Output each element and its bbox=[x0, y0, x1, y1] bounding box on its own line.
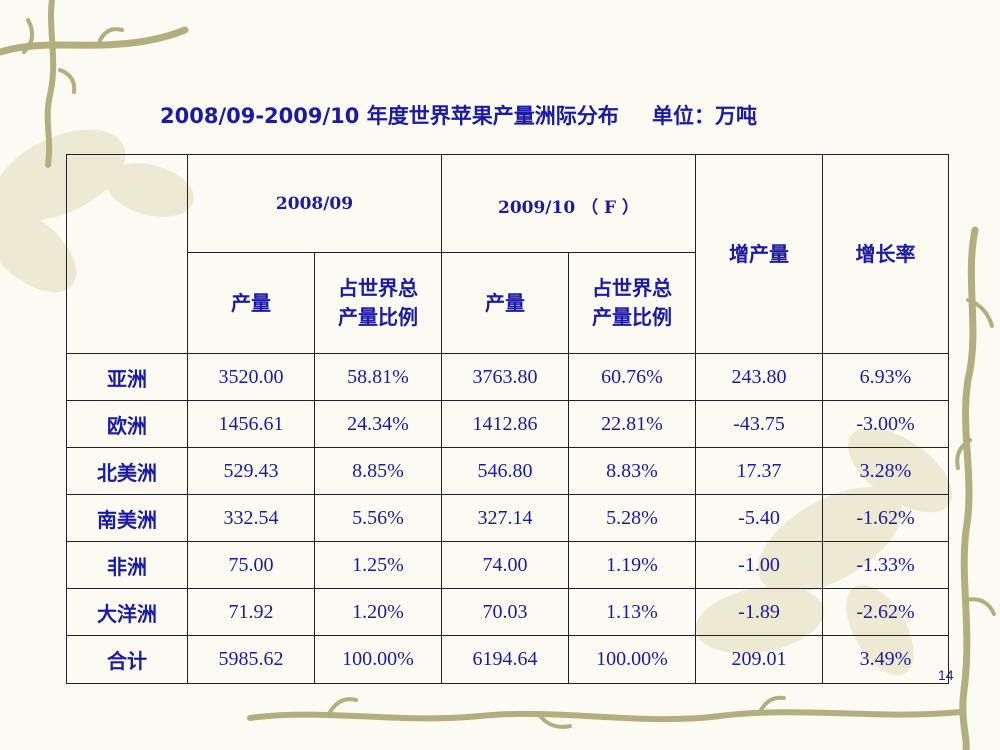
share-header-line2: 产量比例 bbox=[338, 305, 418, 329]
cell-p2-output: 327.14 bbox=[441, 494, 569, 542]
table-row: 非洲 75.00 1.25% 74.00 1.19% -1.00 -1.33% bbox=[66, 541, 949, 589]
header-share-2008-09: 占世界总 产量比例 bbox=[314, 252, 442, 354]
cell-growth: 6.93% bbox=[822, 353, 949, 401]
region-label: 北美洲 bbox=[66, 447, 188, 495]
cell-p1-share: 100.00% bbox=[314, 635, 442, 684]
slide-title: 2008/09-2009/10 年度世界苹果产量洲际分布 单位：万吨 bbox=[160, 100, 900, 130]
cell-p2-share: 5.28% bbox=[568, 494, 696, 542]
cell-p1-output: 529.43 bbox=[187, 447, 315, 495]
page-number: 14 bbox=[938, 667, 954, 683]
cell-increase: 209.01 bbox=[695, 635, 823, 684]
header-share-2009-10: 占世界总 产量比例 bbox=[568, 252, 696, 354]
cell-increase: -1.00 bbox=[695, 541, 823, 589]
cell-increase: 17.37 bbox=[695, 447, 823, 495]
header-period-2008-09: 2008/09 bbox=[187, 154, 442, 253]
table-body: 亚洲 3520.00 58.81% 3763.80 60.76% 243.80 6.93% 欧… bbox=[66, 353, 949, 684]
cell-p1-share: 1.25% bbox=[314, 541, 442, 589]
cell-growth: 3.28% bbox=[822, 447, 949, 495]
table-row: 南美洲 332.54 5.56% 327.14 5.28% -5.40 -1.62% bbox=[66, 494, 949, 542]
cell-p1-output: 1456.61 bbox=[187, 400, 315, 448]
table-row: 大洋洲 71.92 1.20% 70.03 1.13% -1.89 -2.62% bbox=[66, 588, 949, 636]
share-header-line1: 占世界总 bbox=[592, 276, 672, 300]
cell-p1-share: 58.81% bbox=[314, 353, 442, 401]
cell-growth: 3.49% bbox=[822, 635, 949, 684]
cell-p2-output: 1412.86 bbox=[441, 400, 569, 448]
header-output-2009-10: 产量 bbox=[441, 252, 569, 354]
title-text: 2008/09-2009/10 年度世界苹果产量洲际分布 bbox=[160, 104, 619, 128]
cell-p2-output: 3763.80 bbox=[441, 353, 569, 401]
cell-p2-output: 546.80 bbox=[441, 447, 569, 495]
table-row: 亚洲 3520.00 58.81% 3763.80 60.76% 243.80 6.93% bbox=[66, 353, 949, 401]
table-row: 合计 5985.62 100.00% 6194.64 100.00% 209.01 3.49… bbox=[66, 635, 949, 684]
header-output-2008-09: 产量 bbox=[187, 252, 315, 354]
table-row: 欧洲 1456.61 24.34% 1412.86 22.81% -43.75 -3.00% bbox=[66, 400, 949, 448]
cell-growth: -3.00% bbox=[822, 400, 949, 448]
cell-p2-share: 60.76% bbox=[568, 353, 696, 401]
cell-increase: 243.80 bbox=[695, 353, 823, 401]
cell-p2-share: 100.00% bbox=[568, 635, 696, 684]
cell-p1-output: 71.92 bbox=[187, 588, 315, 636]
unit-label: 单位：万吨 bbox=[652, 104, 758, 128]
header-period-2009-10: 2009/10 （ F ） bbox=[441, 154, 696, 253]
apple-production-table: 2008/09 2009/10 （ F ） 增产量 增长率 产量 占世界总 产量… bbox=[66, 154, 949, 684]
cell-p1-output: 75.00 bbox=[187, 541, 315, 589]
cell-growth: -1.33% bbox=[822, 541, 949, 589]
cell-p1-share: 24.34% bbox=[314, 400, 442, 448]
cell-p2-output: 70.03 bbox=[441, 588, 569, 636]
header-growth-rate: 增长率 bbox=[822, 154, 949, 354]
cell-increase: -5.40 bbox=[695, 494, 823, 542]
header-increase: 增产量 bbox=[695, 154, 823, 354]
region-label: 非洲 bbox=[66, 541, 188, 589]
cell-increase: -43.75 bbox=[695, 400, 823, 448]
cell-p1-share: 8.85% bbox=[314, 447, 442, 495]
region-label: 南美洲 bbox=[66, 494, 188, 542]
cell-p1-output: 5985.62 bbox=[187, 635, 315, 684]
cell-p1-share: 1.20% bbox=[314, 588, 442, 636]
region-label: 欧洲 bbox=[66, 400, 188, 448]
cell-p2-share: 8.83% bbox=[568, 447, 696, 495]
region-label: 合计 bbox=[66, 635, 188, 684]
table-row: 北美洲 529.43 8.85% 546.80 8.83% 17.37 3.28% bbox=[66, 447, 949, 495]
cell-p2-share: 1.13% bbox=[568, 588, 696, 636]
share-header-line1: 占世界总 bbox=[338, 276, 418, 300]
cell-p1-output: 332.54 bbox=[187, 494, 315, 542]
corner-cell bbox=[66, 154, 188, 354]
cell-p2-share: 22.81% bbox=[568, 400, 696, 448]
cell-p1-share: 5.56% bbox=[314, 494, 442, 542]
cell-p2-output: 6194.64 bbox=[441, 635, 569, 684]
cell-p2-output: 74.00 bbox=[441, 541, 569, 589]
cell-p2-share: 1.19% bbox=[568, 541, 696, 589]
cell-p1-output: 3520.00 bbox=[187, 353, 315, 401]
cell-increase: -1.89 bbox=[695, 588, 823, 636]
cell-growth: -1.62% bbox=[822, 494, 949, 542]
cell-growth: -2.62% bbox=[822, 588, 949, 636]
region-label: 亚洲 bbox=[66, 353, 188, 401]
share-header-line2: 产量比例 bbox=[592, 305, 672, 329]
region-label: 大洋洲 bbox=[66, 588, 188, 636]
